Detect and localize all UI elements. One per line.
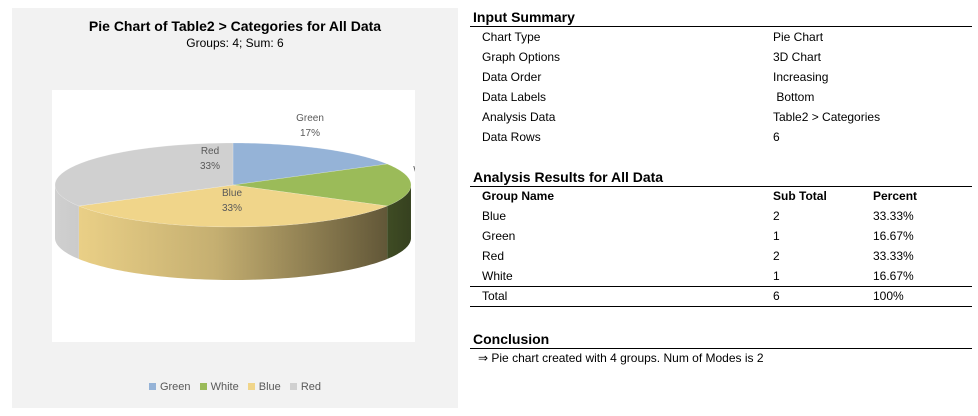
pie-side-red <box>55 185 79 259</box>
header-group-name: Group Name <box>482 189 555 203</box>
total-row: Total 6 100% <box>470 286 972 307</box>
pie-slice-red <box>54 142 234 207</box>
pie-side-white <box>387 185 411 259</box>
cell-group: Green <box>482 229 516 243</box>
data-label-red-percent: 33% <box>200 161 220 172</box>
chart-legend: Green White Blue Red <box>12 381 458 393</box>
input-label: Data Rows <box>482 130 541 144</box>
input-label: Analysis Data <box>482 110 556 124</box>
analysis-results-title: Analysis Results for All Data <box>470 168 972 187</box>
legend-item-blue: Blue <box>247 381 281 393</box>
data-label-green-percent: 17% <box>300 128 320 139</box>
cell-percent: 100% <box>873 289 904 303</box>
cell-percent: 16.67% <box>873 269 914 283</box>
table-row: Blue 2 33.33% <box>470 206 972 226</box>
data-label-white-name: White <box>413 165 415 176</box>
cell-percent: 33.33% <box>873 209 914 223</box>
data-label-blue-percent: 33% <box>222 203 242 214</box>
legend-swatch-blue <box>247 383 255 390</box>
input-label: Data Order <box>482 70 542 84</box>
conclusion-title: Conclusion <box>470 330 972 349</box>
conclusion-text: ⇒ Pie chart created with 4 groups. Num o… <box>478 351 764 365</box>
table-row: Red 2 33.33% <box>470 246 972 266</box>
legend-label-blue: Blue <box>258 381 281 393</box>
legend-swatch-white <box>199 383 207 390</box>
chart-panel: Pie Chart of Table2 > Categories for All… <box>12 8 458 408</box>
input-row-data-order: Data Order Increasing <box>470 67 972 87</box>
input-value: 6 <box>773 130 780 144</box>
table-row: Green 1 16.67% <box>470 226 972 246</box>
pie-slice-green <box>232 142 389 186</box>
legend-item-red: Red <box>289 381 322 393</box>
input-value: Increasing <box>773 70 829 84</box>
legend-swatch-green <box>148 383 156 390</box>
pie-side-blue <box>78 206 388 280</box>
input-value: Bottom <box>773 90 815 104</box>
input-label: Chart Type <box>482 30 541 44</box>
input-row-chart-type: Chart Type Pie Chart <box>470 27 972 47</box>
input-label: Graph Options <box>482 50 561 64</box>
input-summary-title: Input Summary <box>470 8 972 27</box>
chart-title: Pie Chart of Table2 > Categories for All… <box>88 18 382 34</box>
header-sub-total: Sub Total <box>773 189 827 203</box>
legend-label-white: White <box>210 381 239 393</box>
chart-subtitle: Groups: 4; Sum: 6 <box>186 36 284 50</box>
cell-subtotal: 1 <box>773 229 780 243</box>
legend-swatch-red <box>289 383 297 390</box>
results-header-row: Group Name Sub Total Percent <box>470 187 972 206</box>
input-label: Data Labels <box>482 90 547 104</box>
cell-group: White <box>482 269 513 283</box>
data-label-green-name: Green <box>296 113 324 124</box>
table-row: White 1 16.67% <box>470 266 972 286</box>
legend-label-green: Green <box>159 381 191 393</box>
cell-subtotal: 1 <box>773 269 780 283</box>
cell-subtotal: 6 <box>773 289 780 303</box>
data-label-blue-name: Blue <box>222 188 242 199</box>
legend-label-red: Red <box>300 381 322 393</box>
conclusion-section: Conclusion ⇒ Pie chart created with 4 gr… <box>470 330 972 367</box>
input-summary-section: Input Summary Chart Type Pie Chart Graph … <box>470 8 972 147</box>
cell-group: Red <box>482 249 505 263</box>
data-label-red-name: Red <box>201 146 219 157</box>
header-percent: Percent <box>873 189 918 203</box>
input-value: Pie Chart <box>773 30 824 44</box>
input-value: Table2 > Categories <box>773 110 881 124</box>
input-row-data-rows: Data Rows 6 <box>470 127 972 147</box>
cell-subtotal: 2 <box>773 249 780 263</box>
legend-item-green: Green <box>148 381 191 393</box>
input-row-analysis-data: Analysis Data Table2 > Categories <box>470 107 972 127</box>
input-value: 3D Chart <box>773 50 822 64</box>
cell-subtotal: 2 <box>773 209 780 223</box>
legend-item-white: White <box>199 381 239 393</box>
input-row-graph-options: Graph Options 3D Chart <box>470 47 972 67</box>
cell-group: Total <box>482 289 508 303</box>
pie-slice-white <box>232 163 412 207</box>
cell-percent: 16.67% <box>873 229 914 243</box>
input-row-data-labels: Data Labels Bottom <box>470 87 972 107</box>
analysis-results-section: Analysis Results for All Data Group Name… <box>470 168 972 307</box>
cell-percent: 33.33% <box>873 249 914 263</box>
cell-group: Blue <box>482 209 507 223</box>
